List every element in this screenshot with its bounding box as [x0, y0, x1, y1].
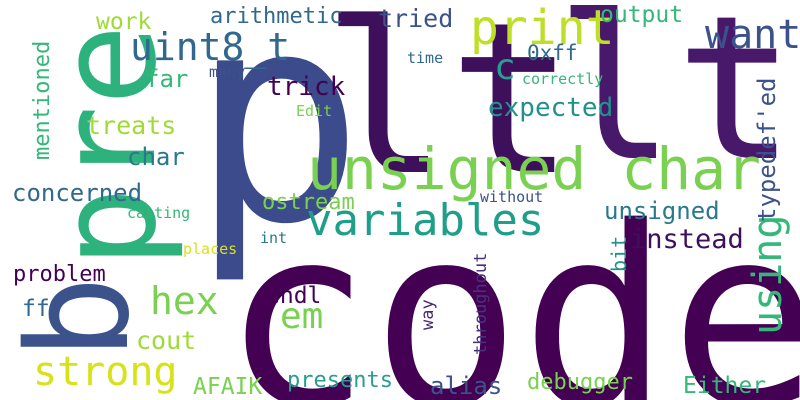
- word-typedefed: typedef'ed: [753, 77, 781, 223]
- word-code: code: [222, 175, 800, 400]
- word-want: want: [705, 12, 800, 58]
- word-treats: treats: [86, 111, 177, 140]
- word-unsigned: unsigned: [604, 197, 720, 225]
- word-way: way: [418, 299, 438, 330]
- word-edit: Edit: [296, 102, 333, 120]
- word-trick: trick: [267, 72, 346, 102]
- word-bit: bit: [607, 235, 631, 272]
- word-debugger: debugger: [527, 370, 633, 395]
- word-afaik: AFAIK: [193, 374, 263, 400]
- word-int: int: [260, 229, 288, 247]
- word-variables: variables: [306, 195, 545, 246]
- word-p: p: [190, 0, 365, 288]
- word-uint8_t: uint8_t: [130, 25, 291, 69]
- word-places: places: [183, 240, 238, 258]
- word-output: output: [600, 2, 684, 28]
- word-unsigned-char: unsigned char: [307, 135, 761, 203]
- word-problem: problem: [13, 262, 106, 287]
- word-throughout: throughout: [471, 252, 491, 355]
- word-hex: hex: [150, 279, 219, 323]
- word-alias: alias: [430, 372, 503, 400]
- word-either: Either: [683, 373, 767, 399]
- word-expected: expected: [488, 93, 614, 123]
- word-strong: strong: [33, 349, 178, 395]
- word-correctly: correctly: [522, 70, 604, 88]
- word-using: using: [745, 214, 791, 335]
- word-presents: presents: [287, 368, 393, 393]
- word-em: em: [280, 296, 324, 337]
- word-tried: tried: [378, 4, 454, 33]
- word-ostream: ostream: [262, 190, 355, 215]
- word-endl: endl: [266, 283, 322, 309]
- word-arithmetic: arithmetic: [210, 4, 343, 29]
- word-instead: instead: [630, 224, 744, 255]
- word-concerned: concerned: [12, 179, 143, 207]
- word-mentioned: mentioned: [30, 40, 55, 160]
- word-c: c: [494, 47, 516, 88]
- word-ff: ff: [22, 296, 50, 322]
- word-lt-2: lt: [555, 0, 796, 206]
- word-casting: casting: [127, 204, 191, 222]
- word-time: time: [407, 49, 444, 67]
- word-without: without: [480, 188, 544, 206]
- word-far: far: [145, 65, 189, 93]
- word-cout: cout: [136, 326, 197, 355]
- word-char: char: [127, 143, 185, 171]
- word-lt-1: lt: [322, 0, 575, 222]
- word-many: many: [209, 63, 246, 81]
- word-work: work: [96, 9, 152, 35]
- word-0xff: 0xff: [527, 41, 578, 65]
- word-print: print: [470, 0, 615, 56]
